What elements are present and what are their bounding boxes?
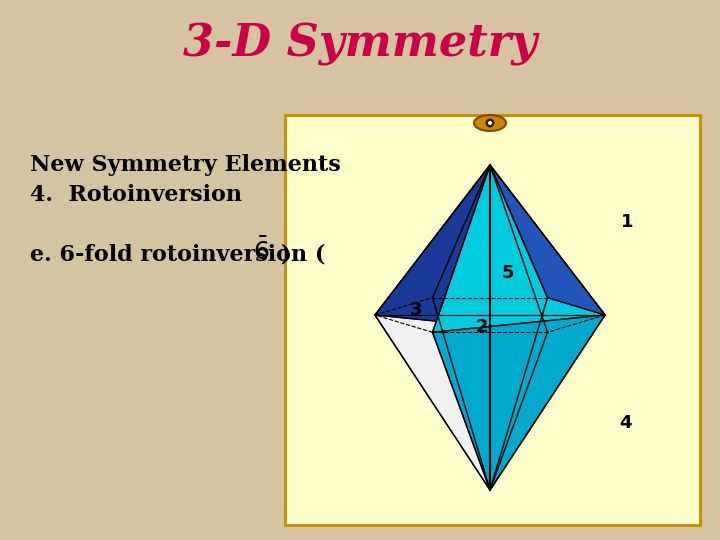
Polygon shape bbox=[433, 315, 605, 490]
Text: New Symmetry Elements: New Symmetry Elements bbox=[30, 154, 341, 176]
Text: 4: 4 bbox=[619, 415, 631, 433]
Polygon shape bbox=[433, 165, 605, 332]
Text: ): ) bbox=[273, 244, 292, 266]
Polygon shape bbox=[375, 315, 490, 490]
Polygon shape bbox=[375, 165, 490, 315]
Text: 1: 1 bbox=[621, 213, 634, 231]
Text: 4.  Rotoinversion: 4. Rotoinversion bbox=[30, 184, 242, 206]
Text: 3-D Symmetry: 3-D Symmetry bbox=[183, 24, 537, 66]
Polygon shape bbox=[490, 298, 605, 490]
Ellipse shape bbox=[485, 118, 495, 127]
Text: 3: 3 bbox=[410, 301, 423, 319]
Polygon shape bbox=[490, 165, 605, 315]
Ellipse shape bbox=[474, 115, 506, 131]
Text: 5: 5 bbox=[502, 264, 514, 282]
Ellipse shape bbox=[488, 121, 492, 125]
Polygon shape bbox=[375, 165, 547, 332]
Text: $\bar{6}$: $\bar{6}$ bbox=[253, 238, 269, 265]
Polygon shape bbox=[375, 298, 490, 490]
Polygon shape bbox=[375, 165, 490, 332]
Polygon shape bbox=[433, 332, 547, 490]
Polygon shape bbox=[375, 315, 547, 490]
Text: e. 6-fold rotoinversion (: e. 6-fold rotoinversion ( bbox=[30, 244, 333, 266]
FancyBboxPatch shape bbox=[285, 115, 700, 525]
Text: 2: 2 bbox=[476, 318, 488, 336]
